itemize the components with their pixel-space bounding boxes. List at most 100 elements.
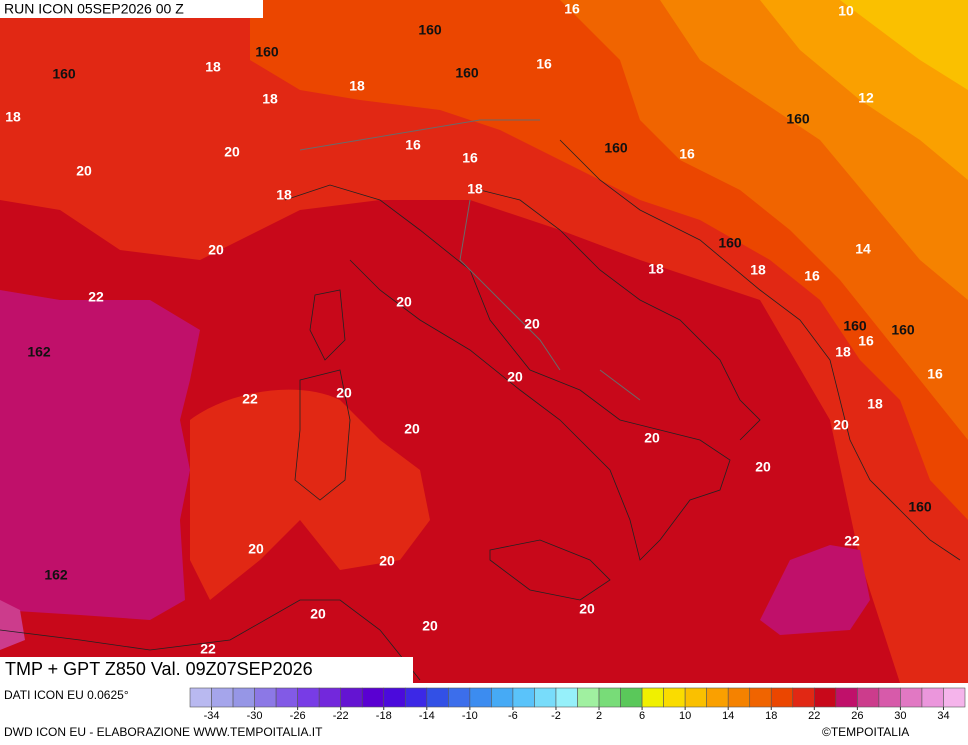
contour-label: 18 [867,396,883,412]
field-8-10 [840,0,968,90]
border-lines [299,119,641,401]
field-22-24-east [760,545,870,635]
scale-tick-label: 26 [851,710,863,722]
contour-label: 160 [891,322,915,338]
contour-label: 20 [248,541,264,557]
credit: DWD ICON EU - ELABORAZIONE WWW.TEMPOITAL… [4,725,323,739]
scale-swatch [512,687,535,708]
scale-swatch [555,687,578,708]
scale-swatch [275,687,298,708]
scale-tick-label: -10 [462,710,478,722]
contour-label: 162 [44,567,68,583]
contour-label: 22 [242,391,258,407]
scale-swatch [491,687,514,708]
contour-label: 16 [679,146,695,162]
scale-swatch [857,687,880,708]
contour-label: 16 [858,333,874,349]
scale-swatch [318,687,341,708]
copyright: ©TEMPOITALIA [822,725,909,739]
scale-tick-label: 14 [722,710,734,722]
scale-tick-label: -34 [204,710,220,722]
scale-swatch [189,687,212,708]
contour-label: 18 [349,78,365,94]
scale-swatch [770,687,794,708]
contour-label: 20 [310,606,326,622]
contour-label: 20 [76,163,92,179]
coastline-italy [284,184,761,561]
footer-title-box [0,657,413,683]
contour-label: 18 [262,91,278,107]
scale-swatch [921,687,944,708]
scale-swatch [943,687,966,708]
contour-label: 20 [644,430,660,446]
contour-label: 20 [379,553,395,569]
contour-label: 16 [564,1,580,17]
contour-label: 160 [604,140,628,156]
contour-label: 160 [52,66,76,82]
contour-label: 22 [200,641,216,657]
run-label: RUN ICON 05SEP2026 00 Z [4,1,184,17]
scale-swatch [340,687,363,708]
scale-swatch [814,687,837,708]
coastline-africa [0,599,421,681]
contour-label: 20 [579,601,595,617]
contour-label: 160 [718,235,742,251]
contour-label: 16 [462,150,478,166]
scale-tick-label: 2 [596,710,602,722]
contour-label: 162 [27,344,51,360]
contour-label: 10 [838,3,854,19]
contour-label: 16 [405,137,421,153]
contour-label: 20 [396,294,412,310]
contour-label: 18 [835,344,851,360]
scale-tick-label: -14 [419,710,435,722]
scale-swatch [792,687,815,708]
contour-label: 14 [855,241,871,257]
scale-swatch [361,687,385,708]
coastline-balkans [559,139,961,561]
scale-tick-label: 18 [765,710,777,722]
scale-swatch [598,687,621,708]
contour-label: 160 [455,65,479,81]
field-18-20-sardinia [190,389,430,600]
scale-swatch [534,687,557,708]
contour-label: 16 [536,56,552,72]
scale-tick-label: -6 [508,710,518,722]
scale-swatch [297,687,320,708]
color-scale: -34 -30 -26 -22 -18 -14 -10 -6 -2 2 6 10 14 18 22 26 30 3… [189,687,966,722]
contour-label: 20 [336,385,352,401]
contour-label: 20 [208,242,224,258]
contour-label: 160 [255,44,279,60]
scale-swatch [404,687,428,708]
contour-label: 16 [927,366,943,382]
scale-tick-label: -26 [290,710,306,722]
scale-tick-label: -18 [376,710,392,722]
scale-swatch [211,687,234,708]
scale-swatch [448,687,471,708]
scale-swatch [426,687,449,708]
contour-label: 18 [648,261,664,277]
contour-label: 160 [908,499,932,515]
scale-swatch [254,687,277,708]
contour-label: 20 [224,144,240,160]
header-box [0,0,263,18]
field-24-26 [0,600,25,650]
scale-swatch [383,687,406,708]
map-fields [0,0,968,683]
contour-label: 160 [843,318,867,334]
contour-label: 12 [858,90,874,106]
scale-swatch [706,687,729,708]
scale-swatch [835,687,858,708]
scale-swatch [727,687,751,708]
scale-tick-label: -2 [551,710,561,722]
scale-swatch [663,687,686,708]
contour-label: 18 [750,262,766,278]
contour-label: 20 [833,417,849,433]
contour-label: 20 [507,369,523,385]
scale-tick-label: 34 [937,710,949,722]
contour-label: 20 [422,618,438,634]
footer-title: TMP + GPT Z850 Val. 09Z07SEP2026 [5,659,313,679]
scale-tick-label: 6 [639,710,645,722]
contour-label: 20 [524,316,540,332]
